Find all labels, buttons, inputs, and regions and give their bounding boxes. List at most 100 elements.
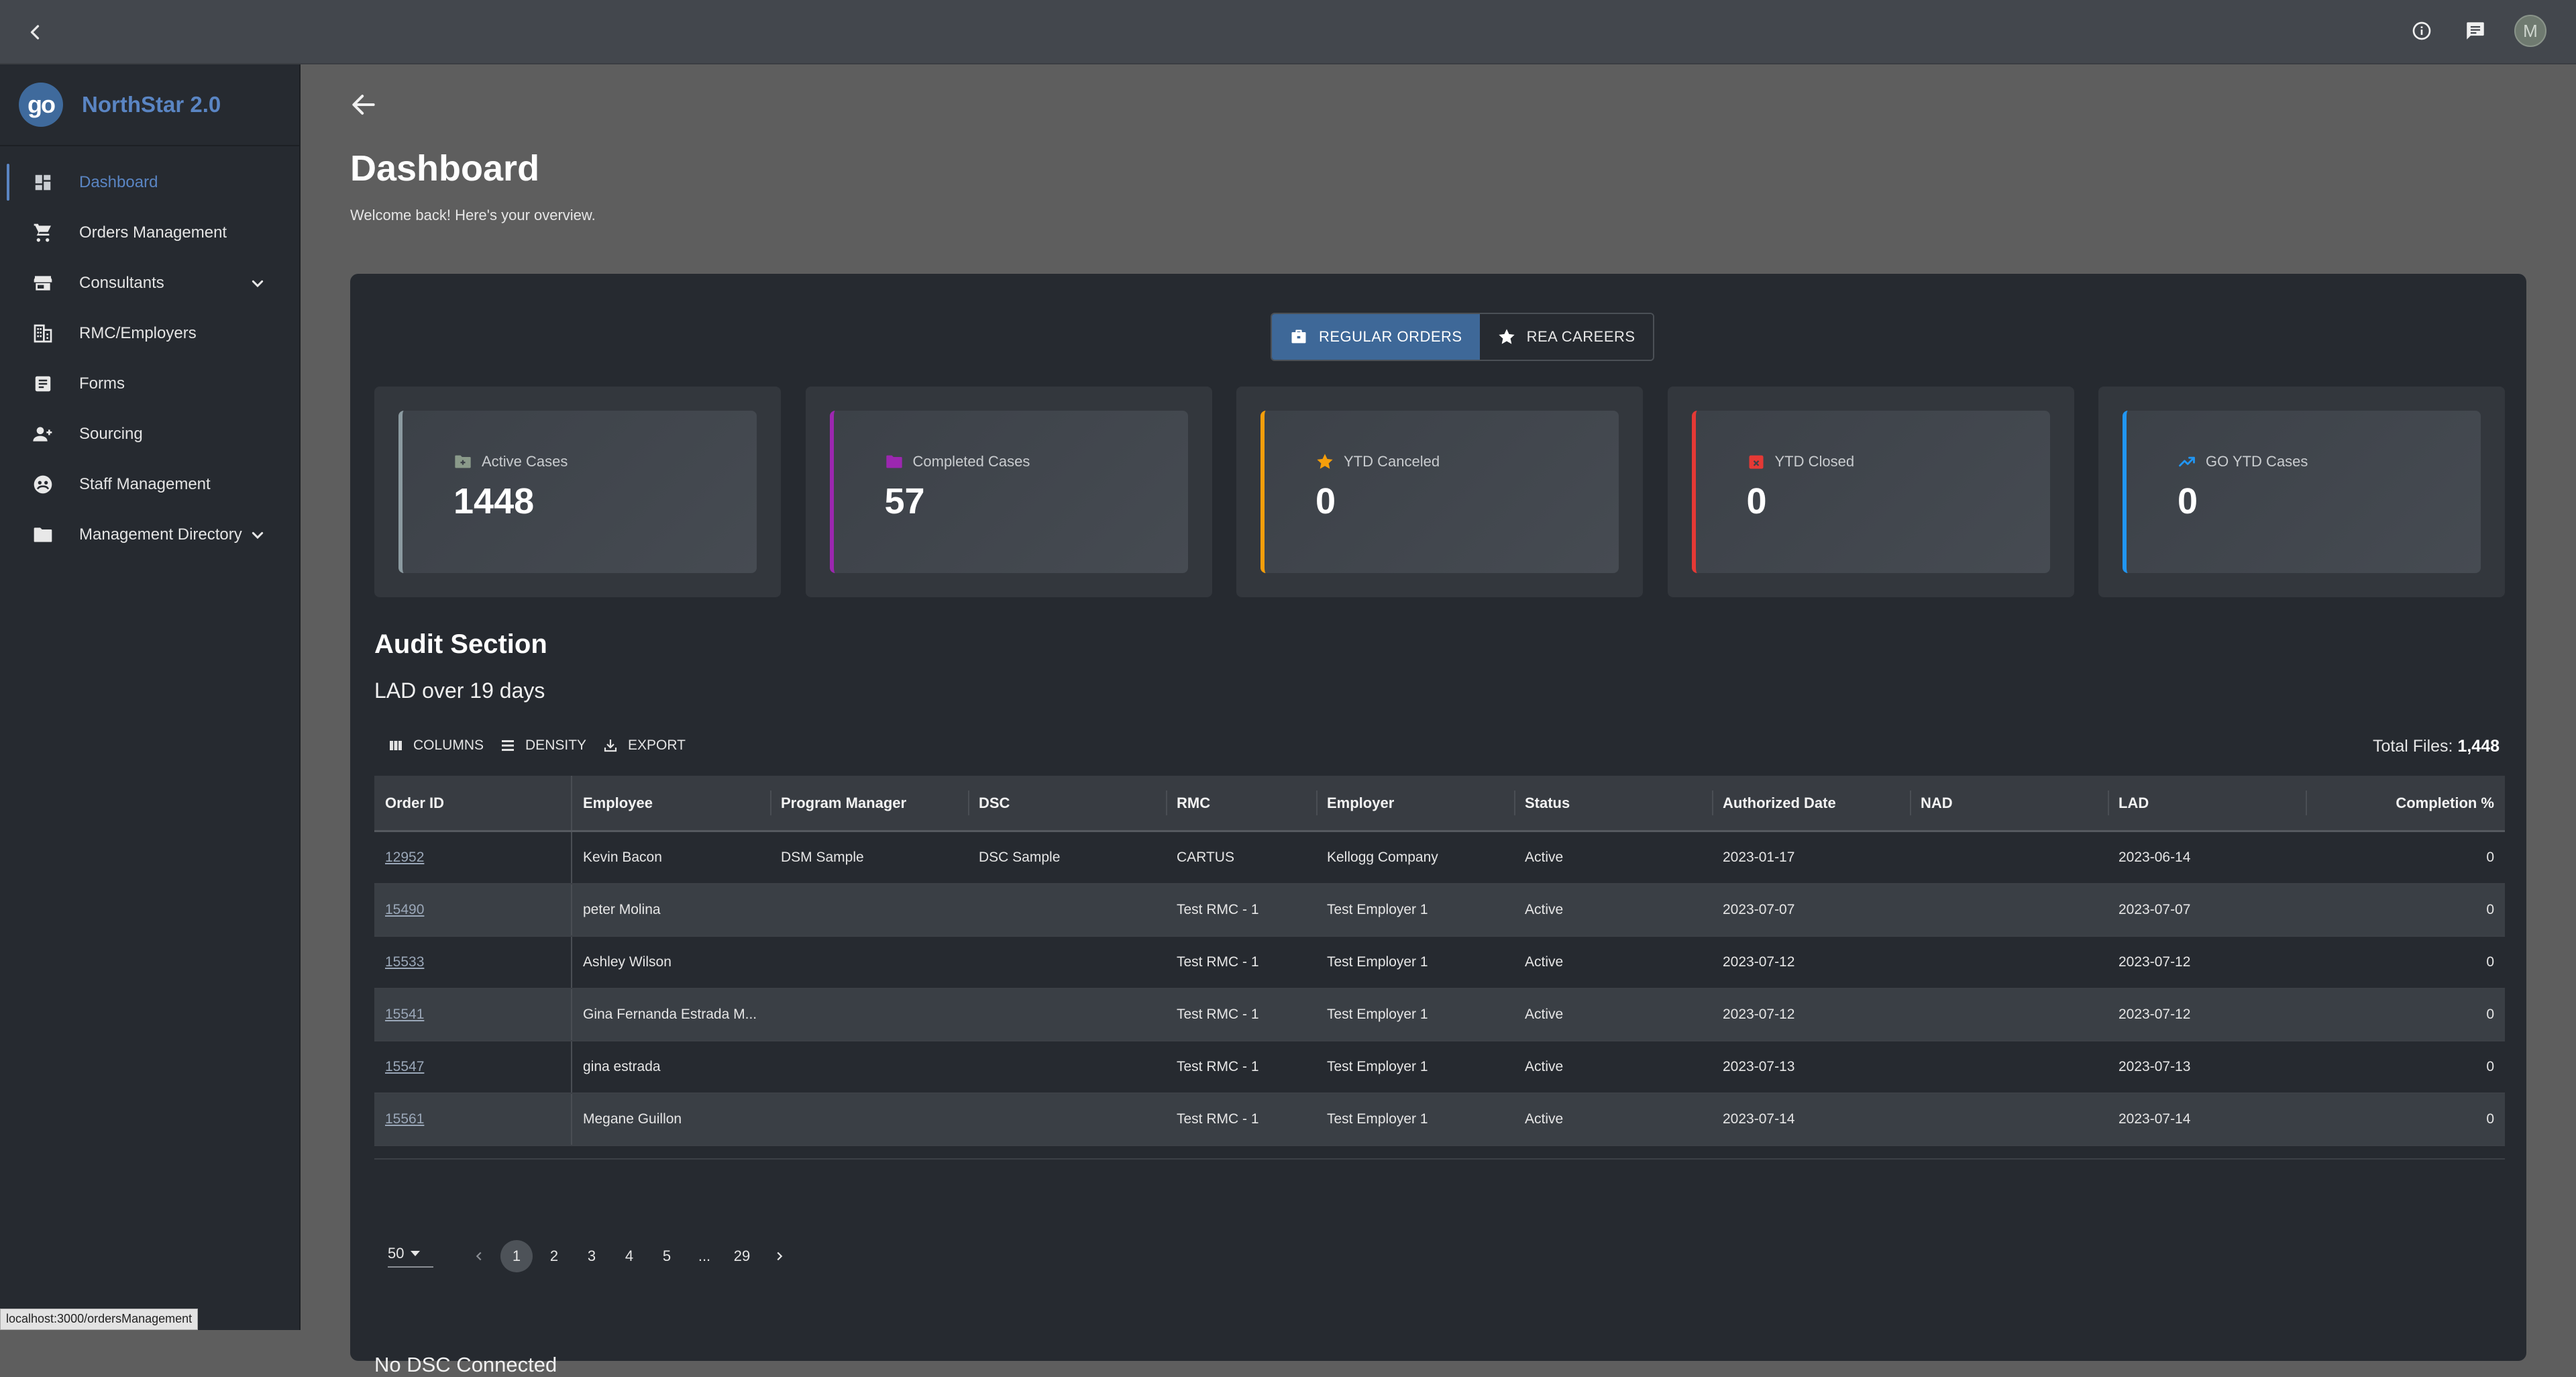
page-size-select[interactable]: 50 xyxy=(388,1245,433,1268)
stat-ytd-canceled: YTD Canceled 0 xyxy=(1236,387,1643,597)
columns-button[interactable]: COLUMNS xyxy=(388,737,484,754)
stat-label: GO YTD Cases xyxy=(2206,453,2308,470)
stat-card[interactable]: Completed Cases 57 xyxy=(829,411,1188,573)
chevron-left-icon[interactable] xyxy=(23,20,47,44)
stat-value: 0 xyxy=(1316,481,1336,521)
calendar-x-icon xyxy=(1747,452,1766,471)
stat-go-ytd-cases: GO YTD Cases 0 xyxy=(2098,387,2505,597)
sidebar-item-consultants[interactable]: Consultants xyxy=(0,258,299,308)
info-icon[interactable] xyxy=(2407,16,2436,46)
table-row[interactable]: 12952 Kevin Bacon DSM Sample DSC Sample … xyxy=(374,832,2505,884)
cell-employee: gina estrada xyxy=(583,1059,661,1074)
column-header[interactable]: NAD xyxy=(1910,776,2108,830)
table-row[interactable]: 15547 gina estrada Test RMC - 1 Test Emp… xyxy=(374,1041,2505,1094)
column-header[interactable]: Authorized Date xyxy=(1712,776,1910,830)
cell-status: Active xyxy=(1525,1111,1564,1127)
cell-lad: 2023-06-14 xyxy=(2118,850,2191,865)
order-id-link[interactable]: 15490 xyxy=(374,884,572,935)
status-bar-url: localhost:3000/ordersManagement xyxy=(0,1309,199,1330)
main-content: Dashboard Welcome back! Here's your over… xyxy=(301,64,2576,1376)
sidebar-item-staff-management[interactable]: Staff Management xyxy=(0,459,299,509)
density-button[interactable]: DENSITY xyxy=(500,737,586,754)
download-icon xyxy=(602,737,620,754)
brand-name: NorthStar 2.0 xyxy=(82,92,221,117)
feedback-icon[interactable] xyxy=(2461,16,2490,46)
toggle-rea-careers[interactable]: REA CAREERS xyxy=(1479,314,1653,360)
staff-icon xyxy=(30,471,56,498)
column-header[interactable]: Completion % xyxy=(2306,776,2505,830)
order-id-link[interactable]: 15541 xyxy=(374,989,572,1040)
table-row[interactable]: 15561 Megane Guillon Test RMC - 1 Test E… xyxy=(374,1094,2505,1146)
table-row[interactable]: 15533 Ashley Wilson Test RMC - 1 Test Em… xyxy=(374,937,2505,989)
page-ellipsis: ... xyxy=(698,1247,711,1264)
avatar[interactable]: M xyxy=(2514,15,2546,47)
stat-card[interactable]: Active Cases 1448 xyxy=(398,411,757,573)
column-header[interactable]: DSC xyxy=(968,776,1166,830)
cell-nad xyxy=(1910,937,2108,988)
column-header[interactable]: Program Manager xyxy=(770,776,968,830)
density-label: DENSITY xyxy=(525,737,587,753)
stat-value: 1448 xyxy=(453,481,535,521)
order-type-toggle: REGULAR ORDERS REA CAREERS xyxy=(1271,313,1654,361)
cell-rmc: Test RMC - 1 xyxy=(1177,902,1259,917)
column-header[interactable]: RMC xyxy=(1166,776,1316,830)
cell-employee: Megane Guillon xyxy=(583,1111,682,1127)
cell-rmc: CARTUS xyxy=(1177,850,1234,865)
folder-check-icon xyxy=(885,452,904,471)
column-header[interactable]: Order ID xyxy=(374,776,572,830)
cell-employer: Test Employer 1 xyxy=(1327,954,1428,970)
chevron-down-icon[interactable] xyxy=(247,524,268,546)
page-button-1[interactable]: 1 xyxy=(500,1240,533,1272)
sidebar-item-label: Sourcing xyxy=(79,424,143,443)
sidebar-item-forms[interactable]: Forms xyxy=(0,358,299,409)
stat-ytd-closed: YTD Closed 0 xyxy=(1667,387,2074,597)
stat-card[interactable]: YTD Canceled 0 xyxy=(1260,411,1619,573)
column-header[interactable]: Status xyxy=(1514,776,1712,830)
order-id-link[interactable]: 12952 xyxy=(374,832,572,883)
stat-label: YTD Canceled xyxy=(1344,453,1440,470)
cell-lad: 2023-07-07 xyxy=(2118,902,2191,917)
person-add-icon xyxy=(30,421,56,448)
building-icon xyxy=(30,320,56,347)
toggle-label: REA CAREERS xyxy=(1526,328,1635,345)
page-button-5[interactable]: 5 xyxy=(662,1247,672,1264)
cell-completion: 0 xyxy=(2486,954,2494,970)
cell-lad: 2023-07-14 xyxy=(2118,1111,2191,1127)
table-row[interactable]: 15541 Gina Fernanda Estrada M... Test RM… xyxy=(374,989,2505,1041)
stats-row: Active Cases 1448 Completed Cases 57 xyxy=(374,387,2505,597)
page-button-29[interactable]: 29 xyxy=(733,1247,751,1264)
brand[interactable]: go NorthStar 2.0 xyxy=(0,64,299,146)
export-button[interactable]: EXPORT xyxy=(602,737,686,754)
sidebar-item-dashboard[interactable]: Dashboard xyxy=(0,157,299,207)
order-id-link[interactable]: 15533 xyxy=(374,937,572,988)
page-button-3[interactable]: 3 xyxy=(587,1247,596,1264)
page-button-4[interactable]: 4 xyxy=(625,1247,634,1264)
column-header[interactable]: Employer xyxy=(1316,776,1514,830)
sidebar-item-management-directory[interactable]: Management Directory xyxy=(0,509,299,560)
cell-program-manager: DSM Sample xyxy=(781,850,864,865)
order-id-link[interactable]: 15547 xyxy=(374,1041,572,1092)
cell-authorized-date: 2023-07-12 xyxy=(1723,954,1795,970)
stat-card[interactable]: GO YTD Cases 0 xyxy=(2123,411,2481,573)
cell-status: Active xyxy=(1525,954,1564,970)
sidebar-item-rmc-employers[interactable]: RMC/Employers xyxy=(0,308,299,358)
sidebar-nav: Dashboard Orders Management Consultants … xyxy=(0,146,299,560)
column-header[interactable]: LAD xyxy=(2108,776,2306,830)
chevron-down-icon[interactable] xyxy=(247,272,268,294)
toggle-label: REGULAR ORDERS xyxy=(1319,328,1462,345)
cell-status: Active xyxy=(1525,850,1564,865)
column-header[interactable]: Employee xyxy=(583,794,653,811)
table-row[interactable]: 15490 peter Molina Test RMC - 1 Test Emp… xyxy=(374,884,2505,937)
sidebar-item-orders-management[interactable]: Orders Management xyxy=(0,207,299,258)
arrow-back-icon[interactable] xyxy=(349,90,378,119)
next-page-icon[interactable] xyxy=(763,1240,796,1272)
prev-page-icon[interactable] xyxy=(463,1240,495,1272)
stat-card[interactable]: YTD Closed 0 xyxy=(1691,411,2050,573)
toggle-regular-orders[interactable]: REGULAR ORDERS xyxy=(1272,314,1480,360)
sidebar-item-sourcing[interactable]: Sourcing xyxy=(0,409,299,459)
page-button-2[interactable]: 2 xyxy=(549,1247,559,1264)
cell-completion: 0 xyxy=(2486,850,2494,865)
order-id-link[interactable]: 15561 xyxy=(374,1094,572,1145)
cell-lad: 2023-07-12 xyxy=(2118,954,2191,970)
folder-icon xyxy=(30,521,56,548)
